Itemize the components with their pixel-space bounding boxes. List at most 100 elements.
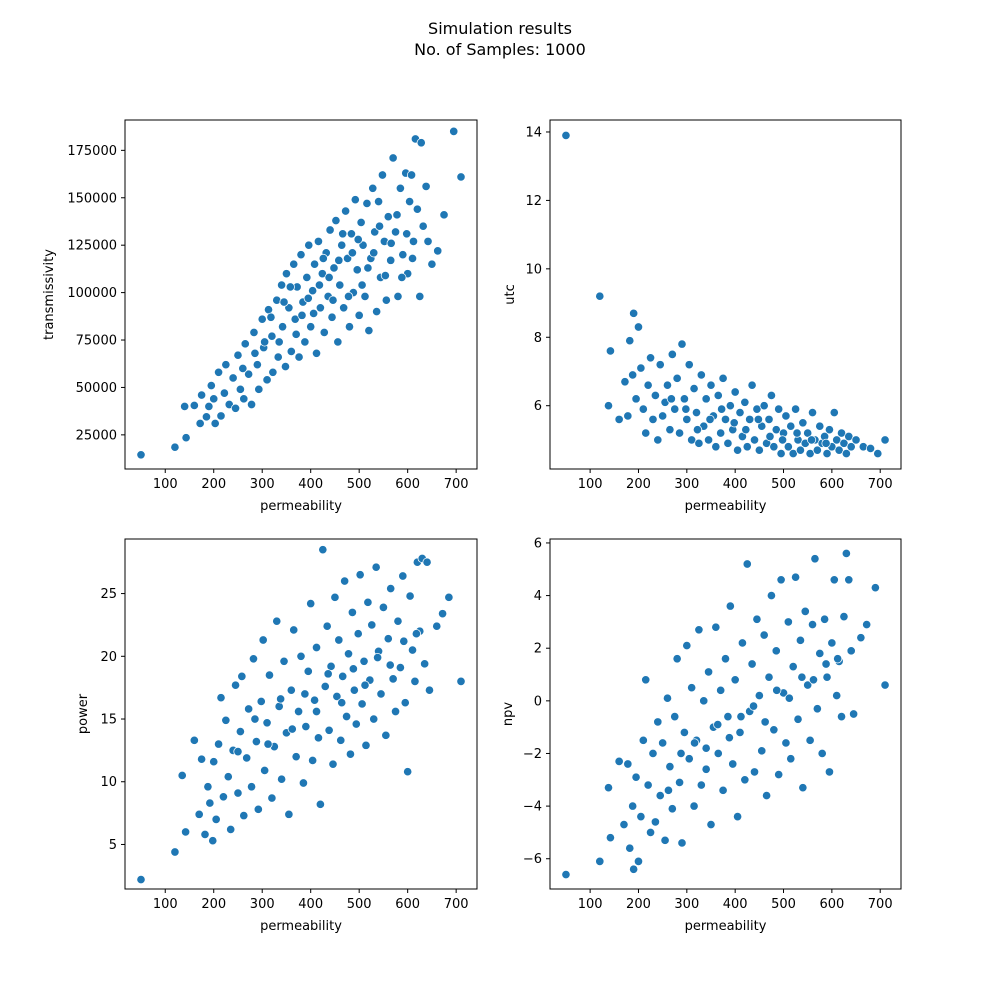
point-transmissivity-138 (374, 221, 385, 231)
point-npv-73 (783, 617, 793, 627)
point-utc-111 (741, 425, 751, 435)
point-power-61 (324, 725, 334, 735)
point-npv-30 (679, 727, 689, 737)
point-transmissivity-133 (347, 248, 357, 258)
y-tick-label-npv: −2 (523, 747, 542, 762)
point-transmissivity-65 (333, 337, 343, 347)
point-power-49 (298, 778, 308, 788)
point-utc-114 (777, 435, 788, 445)
point-npv-16 (645, 827, 656, 837)
axes-frame-power (124, 538, 478, 890)
point-power-113 (250, 714, 260, 724)
y-tick-label-npv: 4 (534, 589, 542, 604)
point-transmissivity-93 (388, 153, 398, 163)
point-utc-14 (641, 428, 651, 438)
point-power-65 (332, 691, 342, 702)
x-tick-label-transmissivity: 700 (444, 477, 469, 492)
point-transmissivity-58 (319, 327, 329, 338)
point-power-58 (318, 545, 328, 555)
point-transmissivity-55 (313, 236, 324, 246)
y-tick-label-power: 25 (100, 587, 117, 602)
point-power-83 (367, 620, 377, 630)
y-tick-label-npv: 6 (534, 536, 542, 551)
point-utc-96 (839, 438, 849, 448)
point-utc-5 (620, 377, 630, 387)
point-transmissivity-96 (395, 183, 405, 193)
point-transmissivity-110 (427, 259, 437, 269)
y-tick-label-power: 15 (100, 713, 117, 728)
point-power-67 (336, 735, 346, 745)
point-power-41 (279, 656, 289, 666)
point-utc-89 (822, 449, 832, 459)
x-tick-label-power: 100 (153, 897, 178, 912)
point-transmissivity-95 (393, 291, 403, 301)
point-power-91 (386, 583, 396, 594)
point-power-23 (237, 671, 247, 681)
point-power-97 (400, 698, 410, 708)
point-power-114 (263, 739, 273, 749)
point-transmissivity-88 (377, 170, 388, 180)
point-power-64 (330, 592, 340, 602)
point-transmissivity-4 (189, 400, 199, 411)
point-utc-115 (792, 428, 802, 438)
point-power-53 (308, 755, 318, 765)
point-transmissivity-113 (449, 126, 459, 136)
point-utc-40 (704, 435, 714, 445)
point-power-48 (296, 651, 306, 661)
point-power-115 (276, 694, 286, 704)
axes-frame-transmissivity (124, 119, 478, 470)
point-power-57 (315, 799, 325, 809)
point-power-89 (381, 730, 391, 740)
point-utc-45 (716, 428, 726, 438)
point-power-121 (348, 664, 358, 674)
point-power-63 (328, 759, 338, 769)
point-transmissivity-134 (353, 234, 363, 245)
point-npv-111 (736, 712, 746, 722)
point-power-84 (369, 714, 379, 724)
point-power-60 (322, 621, 332, 631)
point-transmissivity-142 (397, 272, 407, 283)
point-npv-90 (824, 767, 835, 777)
point-npv-3 (605, 833, 616, 843)
point-transmissivity-123 (297, 310, 307, 320)
point-npv-47 (720, 654, 731, 664)
point-power-34 (262, 718, 272, 728)
point-power-25 (242, 753, 252, 763)
point-transmissivity-102 (408, 236, 419, 246)
point-power-14 (216, 693, 226, 703)
point-power-39 (274, 701, 284, 712)
point-power-3 (181, 827, 191, 837)
x-tick-label-power: 200 (201, 897, 226, 912)
point-utc-3 (605, 346, 616, 356)
point-utc-51 (730, 387, 740, 397)
point-utc-36 (694, 438, 704, 448)
point-power-12 (211, 814, 221, 824)
x-tick-label-power: 400 (298, 897, 323, 912)
point-utc-33 (687, 435, 697, 445)
point-transmissivity-131 (338, 229, 348, 239)
point-utc-1 (595, 291, 605, 301)
x-tick-label-npv: 700 (868, 897, 893, 912)
point-npv-34 (689, 801, 699, 811)
point-transmissivity-141 (392, 210, 402, 220)
point-npv-31 (682, 641, 692, 651)
point-npv-75 (788, 662, 798, 672)
point-power-122 (360, 680, 370, 690)
y-tick-label-utc: 12 (525, 194, 542, 209)
point-transmissivity-118 (266, 312, 276, 322)
point-transmissivity-120 (279, 297, 289, 307)
point-npv-0 (561, 869, 571, 880)
point-utc-102 (865, 443, 876, 454)
point-utc-49 (725, 401, 735, 411)
point-power-126 (411, 629, 421, 639)
point-transmissivity-37 (278, 322, 288, 332)
point-power-56 (313, 733, 324, 743)
point-utc-94 (834, 445, 844, 455)
point-npv-58 (747, 659, 757, 669)
point-npv-21 (658, 738, 668, 748)
point-npv-69 (774, 769, 784, 780)
point-transmissivity-67 (337, 240, 347, 250)
point-transmissivity-75 (352, 265, 362, 275)
point-utc-59 (749, 435, 760, 445)
point-transmissivity-112 (439, 210, 449, 220)
